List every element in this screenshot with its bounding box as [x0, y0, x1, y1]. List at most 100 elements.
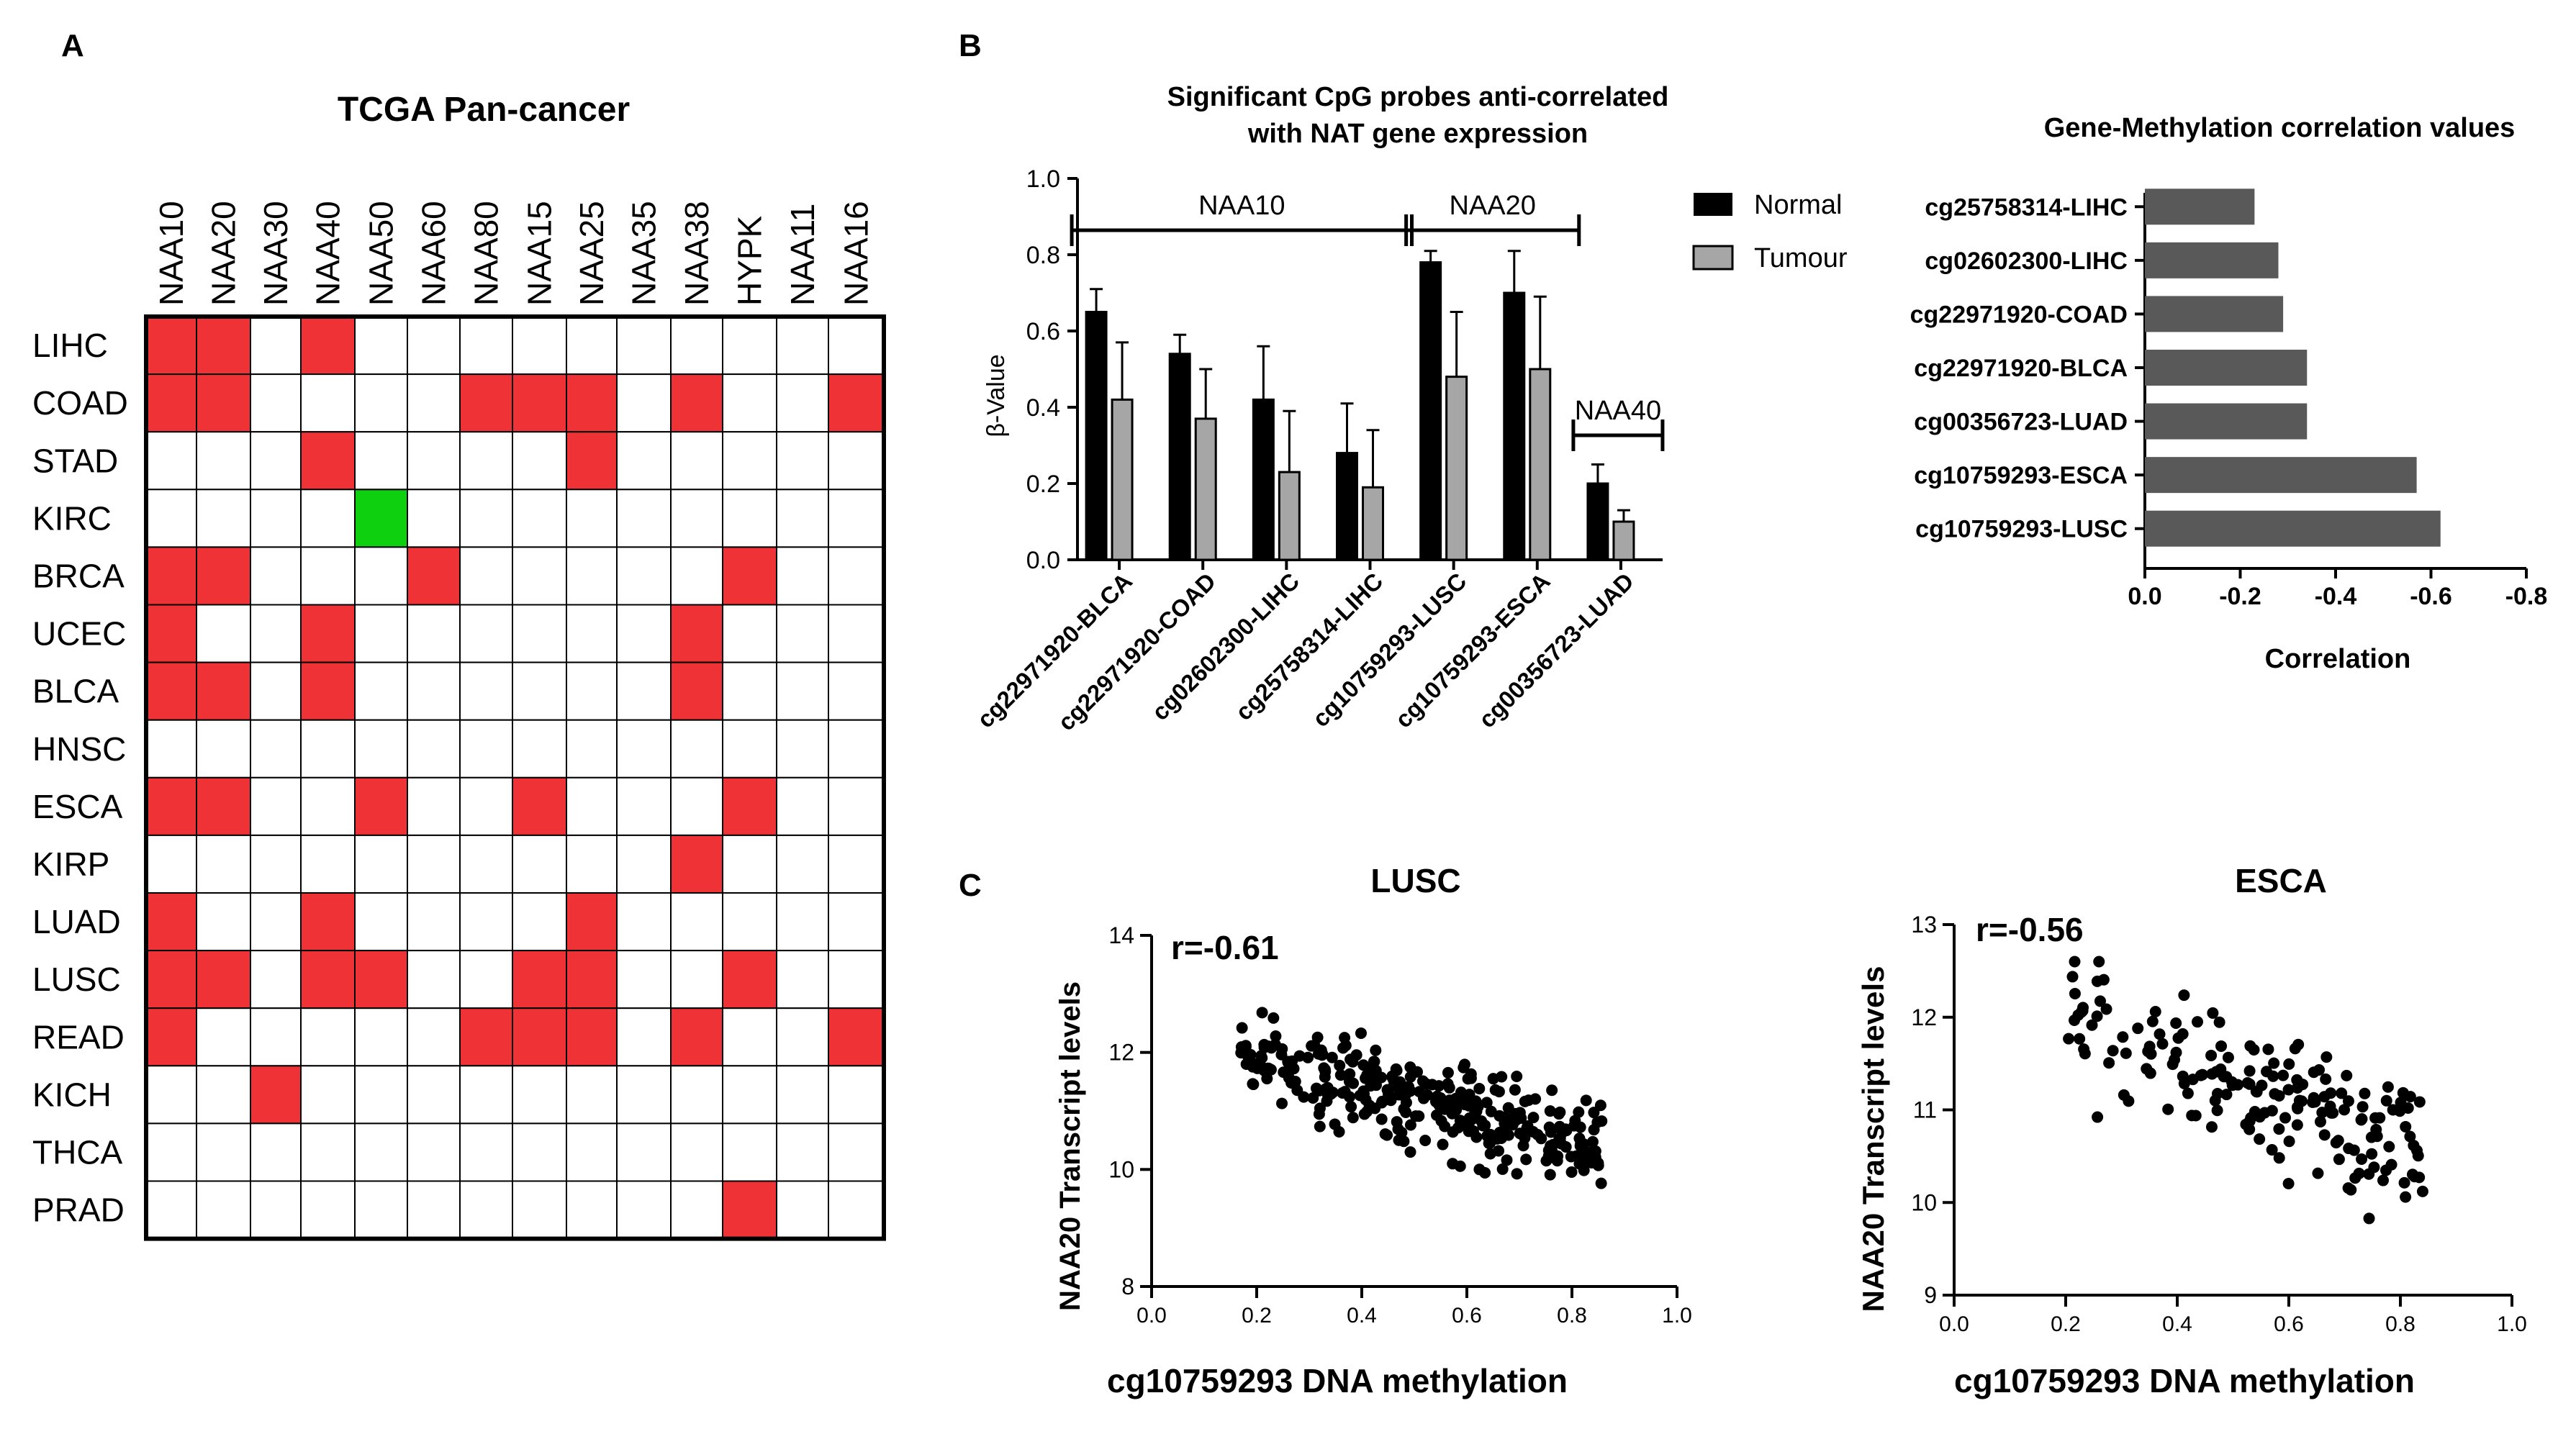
- data-point: [2166, 1058, 2179, 1071]
- column-label: NAA16: [838, 201, 875, 306]
- heatmap-cell: [566, 316, 618, 376]
- data-point: [2254, 1111, 2266, 1123]
- data-point: [1314, 1102, 1326, 1115]
- heatmap-cell: [196, 661, 251, 721]
- data-point: [1370, 1044, 1382, 1056]
- data-point: [2120, 1047, 2132, 1059]
- data-point: [2349, 1172, 2362, 1184]
- data-point: [1344, 1068, 1356, 1080]
- heatmap-cell: [512, 950, 567, 1009]
- heatmap-cell: [354, 1007, 408, 1067]
- heatmap-cell: [145, 373, 197, 433]
- data-point: [1265, 1063, 1277, 1076]
- heatmap-cell: [512, 546, 567, 606]
- row-label: LIHC: [32, 327, 108, 364]
- lusc-scatter: LUSC r=-0.61 NAA20 Transcript levels cg1…: [1054, 862, 1692, 1399]
- heatmap-cell: [300, 1007, 356, 1067]
- data-point: [1368, 1056, 1380, 1068]
- data-point: [2261, 1066, 2273, 1078]
- data-point: [1391, 1116, 1403, 1128]
- heatmap-cell: [670, 1180, 723, 1240]
- data-point: [1312, 1048, 1324, 1060]
- data-point: [2291, 1082, 2303, 1094]
- heatmap-cell: [196, 1065, 251, 1125]
- data-point: [2066, 971, 2079, 983]
- heatmap-cell: [776, 316, 829, 376]
- heatmap-cell: [354, 1065, 408, 1125]
- data-point: [1470, 1131, 1483, 1143]
- data-point: [1404, 1119, 1416, 1131]
- y-tick-label: 14: [1108, 922, 1134, 948]
- data-point: [2332, 1135, 2344, 1147]
- data-point: [1355, 1027, 1367, 1039]
- data-point: [1479, 1166, 1491, 1179]
- data-point: [1444, 1094, 1456, 1107]
- data-point: [1442, 1066, 1454, 1079]
- data-point: [1314, 1120, 1326, 1133]
- data-point: [1276, 1097, 1288, 1109]
- data-point: [1439, 1120, 1451, 1133]
- heatmap-cell: [407, 1007, 461, 1067]
- row-label: UCEC: [32, 615, 126, 653]
- data-point: [1565, 1166, 1578, 1179]
- data-point: [1329, 1118, 1341, 1130]
- y-tick-label: 0.2: [1026, 471, 1060, 498]
- heatmap-cell: [722, 316, 777, 376]
- x-tick-label: cg25758314-LIHC: [1230, 568, 1388, 725]
- data-point: [1434, 1092, 1447, 1104]
- data-point: [2254, 1133, 2266, 1145]
- data-point: [1545, 1140, 1557, 1152]
- data-point: [1509, 1084, 1521, 1096]
- data-point: [1596, 1115, 1608, 1127]
- data-point: [2382, 1081, 2394, 1093]
- heatmap-cell: [145, 489, 197, 548]
- row-label: HNSC: [32, 730, 126, 768]
- heatmap-cell: [300, 661, 356, 721]
- data-point: [1256, 1007, 1268, 1019]
- heatmap-cell: [354, 604, 408, 663]
- data-point: [1594, 1099, 1606, 1112]
- data-point: [2093, 956, 2105, 968]
- data-point: [2318, 1129, 2331, 1141]
- column-label: NAA30: [257, 201, 294, 306]
- data-point: [2243, 1115, 2256, 1127]
- esca-scatter: ESCA r=-0.56 NAA20 Transcript levels cg1…: [1856, 862, 2527, 1399]
- heatmap-cell: [828, 1122, 885, 1182]
- correlation-bar: [2145, 457, 2417, 494]
- heatmap-cell: [670, 834, 723, 894]
- heatmap-cell: [566, 546, 618, 606]
- data-point: [2182, 1087, 2194, 1099]
- y-tick-label: cg02602300-LIHC: [1925, 248, 2128, 275]
- heatmap-cell: [196, 1180, 251, 1240]
- data-point: [2359, 1087, 2371, 1099]
- data-point: [1504, 1113, 1516, 1125]
- correlation-bar: [2145, 510, 2441, 547]
- data-point: [2074, 1033, 2086, 1045]
- data-point: [1586, 1135, 1599, 1148]
- heatmap-cell: [828, 489, 885, 548]
- data-point: [2178, 989, 2190, 1002]
- panel-c-letter: C: [959, 868, 982, 903]
- data-point: [1302, 1051, 1314, 1063]
- heatmap-cell: [670, 431, 723, 491]
- data-point: [1236, 1022, 1248, 1034]
- data-point: [1404, 1071, 1416, 1083]
- heatmap-cell: [407, 950, 461, 1009]
- data-point: [2309, 1096, 2321, 1108]
- heatmap-cell: [512, 1180, 567, 1240]
- data-point: [1387, 1074, 1399, 1086]
- heatmap-cell: [670, 719, 723, 779]
- heatmap-cell: [566, 431, 618, 491]
- heatmap-cell: [722, 661, 777, 721]
- beta-chart-ylabel: β-Value: [982, 354, 1010, 437]
- data-point: [2196, 1068, 2208, 1081]
- data-point: [1404, 1146, 1416, 1158]
- data-point: [2107, 1045, 2119, 1057]
- data-point: [2069, 987, 2081, 999]
- column-label: NAA60: [415, 201, 453, 306]
- esca-ylabel: NAA20 Transcript levels: [1856, 966, 1890, 1312]
- heatmap-cell: [145, 546, 197, 606]
- heatmap-cell: [616, 431, 672, 491]
- data-point: [1247, 1079, 1260, 1091]
- heatmap-cell: [354, 1180, 408, 1240]
